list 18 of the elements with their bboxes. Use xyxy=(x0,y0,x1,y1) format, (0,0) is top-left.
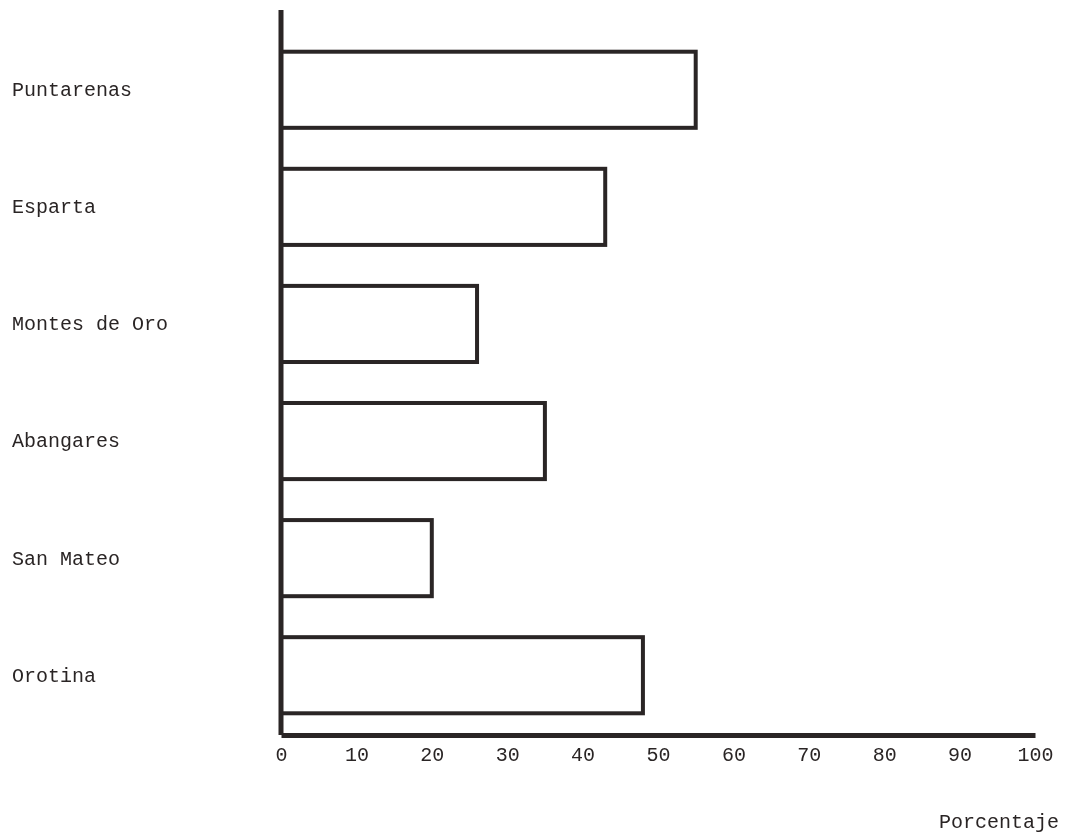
x-tick-label: 20 xyxy=(420,744,445,768)
y-tick-label: San Mateo xyxy=(12,547,121,571)
x-tick-label: 30 xyxy=(495,744,520,768)
x-tick-label: 70 xyxy=(797,744,822,768)
x-tick-label: 40 xyxy=(571,744,596,768)
y-tick-label: Puntarenas xyxy=(12,79,133,103)
y-tick-label: Montes de Oro xyxy=(12,313,169,337)
x-tick-label: 50 xyxy=(646,744,671,768)
x-axis-title: Porcentaje xyxy=(938,811,1059,834)
y-tick-label: Abangares xyxy=(12,430,121,454)
x-tick-label: 60 xyxy=(721,744,746,768)
y-tick-label: Esparta xyxy=(12,196,97,220)
x-tick-label: 100 xyxy=(1017,744,1054,768)
x-tick-label: 0 xyxy=(275,744,288,768)
y-tick-label: Orotina xyxy=(12,664,97,688)
x-tick-label: 90 xyxy=(948,744,973,768)
x-tick-label: 10 xyxy=(344,744,369,768)
x-tick-label: 80 xyxy=(872,744,897,768)
